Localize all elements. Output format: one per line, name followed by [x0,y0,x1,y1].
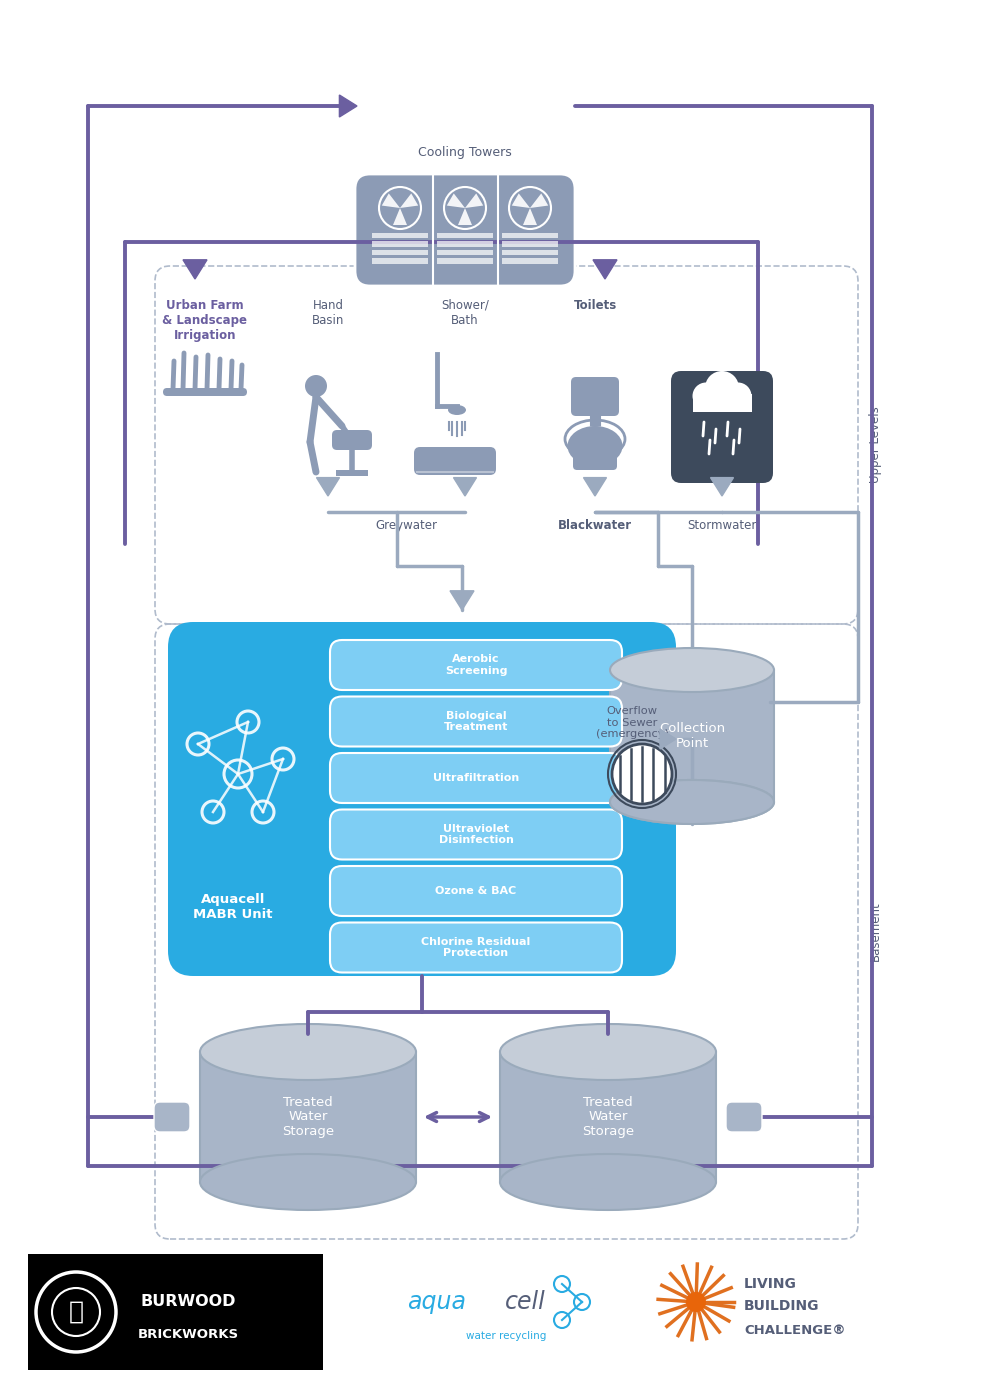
Polygon shape [530,194,548,208]
Ellipse shape [448,406,466,415]
FancyBboxPatch shape [355,174,575,286]
Polygon shape [183,260,207,280]
Circle shape [305,375,327,397]
Ellipse shape [610,648,774,692]
Bar [28,1254,323,1370]
Text: Aquacell
MABR Unit: Aquacell MABR Unit [194,893,273,920]
Text: Ozone & BAC: Ozone & BAC [436,886,517,895]
FancyBboxPatch shape [671,371,773,483]
Polygon shape [710,477,733,495]
FancyBboxPatch shape [571,376,619,417]
Polygon shape [512,194,530,208]
FancyBboxPatch shape [330,753,622,803]
Polygon shape [523,208,537,226]
Polygon shape [340,95,357,118]
Ellipse shape [610,781,774,823]
Text: aqua: aqua [407,1290,466,1313]
Polygon shape [453,477,476,495]
Circle shape [612,745,672,804]
Ellipse shape [200,1024,416,1080]
Polygon shape [393,208,407,226]
Ellipse shape [567,426,622,466]
Circle shape [705,371,739,406]
Text: BUILDING: BUILDING [744,1300,819,1313]
FancyBboxPatch shape [168,621,676,976]
Bar [502,233,558,238]
Text: Hand
Basin: Hand Basin [312,299,344,327]
Circle shape [724,382,752,410]
Polygon shape [316,477,340,495]
Text: Biological
Treatment: Biological Treatment [444,711,508,732]
Bar [437,233,493,238]
Polygon shape [450,591,474,610]
FancyBboxPatch shape [330,923,622,973]
FancyBboxPatch shape [330,810,622,859]
Ellipse shape [200,1154,416,1210]
Bar [502,241,558,246]
Ellipse shape [500,1024,716,1080]
Bar [336,471,368,476]
Circle shape [686,1293,706,1312]
FancyBboxPatch shape [573,453,617,471]
Text: BRICKWORKS: BRICKWORKS [137,1327,238,1341]
Polygon shape [593,260,617,280]
Text: Chlorine Residual
Protection: Chlorine Residual Protection [421,937,531,958]
Polygon shape [660,729,676,749]
Polygon shape [584,477,607,495]
Bar [372,233,428,238]
Text: water recycling: water recycling [465,1331,546,1341]
Text: Blackwater: Blackwater [558,519,632,531]
Polygon shape [465,194,483,208]
Text: Stormwater: Stormwater [688,519,757,531]
Circle shape [693,382,719,410]
Bar [437,241,493,246]
Text: Ultrafiltration: Ultrafiltration [433,774,519,783]
FancyBboxPatch shape [332,430,372,450]
Text: Treated
Water
Storage: Treated Water Storage [282,1096,334,1139]
FancyBboxPatch shape [330,639,622,691]
Bar [502,259,558,263]
Polygon shape [447,194,465,208]
Text: LIVING: LIVING [744,1277,797,1291]
Text: Treated
Water
Storage: Treated Water Storage [582,1096,634,1139]
Text: Overflow
to Sewer
(emergency): Overflow to Sewer (emergency) [596,706,669,739]
FancyBboxPatch shape [163,388,247,396]
Text: Ultraviolet
Disinfection: Ultraviolet Disinfection [439,823,514,846]
Bar [372,259,428,263]
Bar [437,259,493,263]
FancyBboxPatch shape [330,866,622,916]
Text: Upper Levels: Upper Levels [868,407,881,483]
Polygon shape [381,194,400,208]
Text: Shower/
Bath: Shower/ Bath [441,299,489,327]
FancyBboxPatch shape [330,696,622,746]
Polygon shape [400,194,418,208]
FancyBboxPatch shape [414,447,496,475]
FancyBboxPatch shape [154,1102,190,1132]
Text: Collection
Point: Collection Point [659,722,725,750]
Bar [500,1052,716,1182]
Polygon shape [458,208,472,226]
Bar [437,251,493,255]
Text: Ⓑ: Ⓑ [68,1300,84,1324]
Text: Cooling Towers: Cooling Towers [418,145,512,159]
Bar [372,251,428,255]
Text: CHALLENGE®: CHALLENGE® [744,1323,846,1337]
Text: Aerobic
Screening: Aerobic Screening [445,655,507,675]
Text: Toilets: Toilets [573,299,617,311]
Text: Urban Farm
& Landscape
Irrigation: Urban Farm & Landscape Irrigation [162,299,248,342]
Bar [610,670,774,801]
Bar [200,1052,416,1182]
Text: cell: cell [505,1290,546,1313]
Bar [502,251,558,255]
Bar [693,394,752,412]
Bar [372,241,428,246]
Text: Greywater: Greywater [375,519,438,531]
Text: BURWOOD: BURWOOD [140,1294,236,1309]
FancyBboxPatch shape [726,1102,762,1132]
Text: Basement: Basement [868,901,881,962]
Ellipse shape [610,781,774,823]
Ellipse shape [500,1154,716,1210]
